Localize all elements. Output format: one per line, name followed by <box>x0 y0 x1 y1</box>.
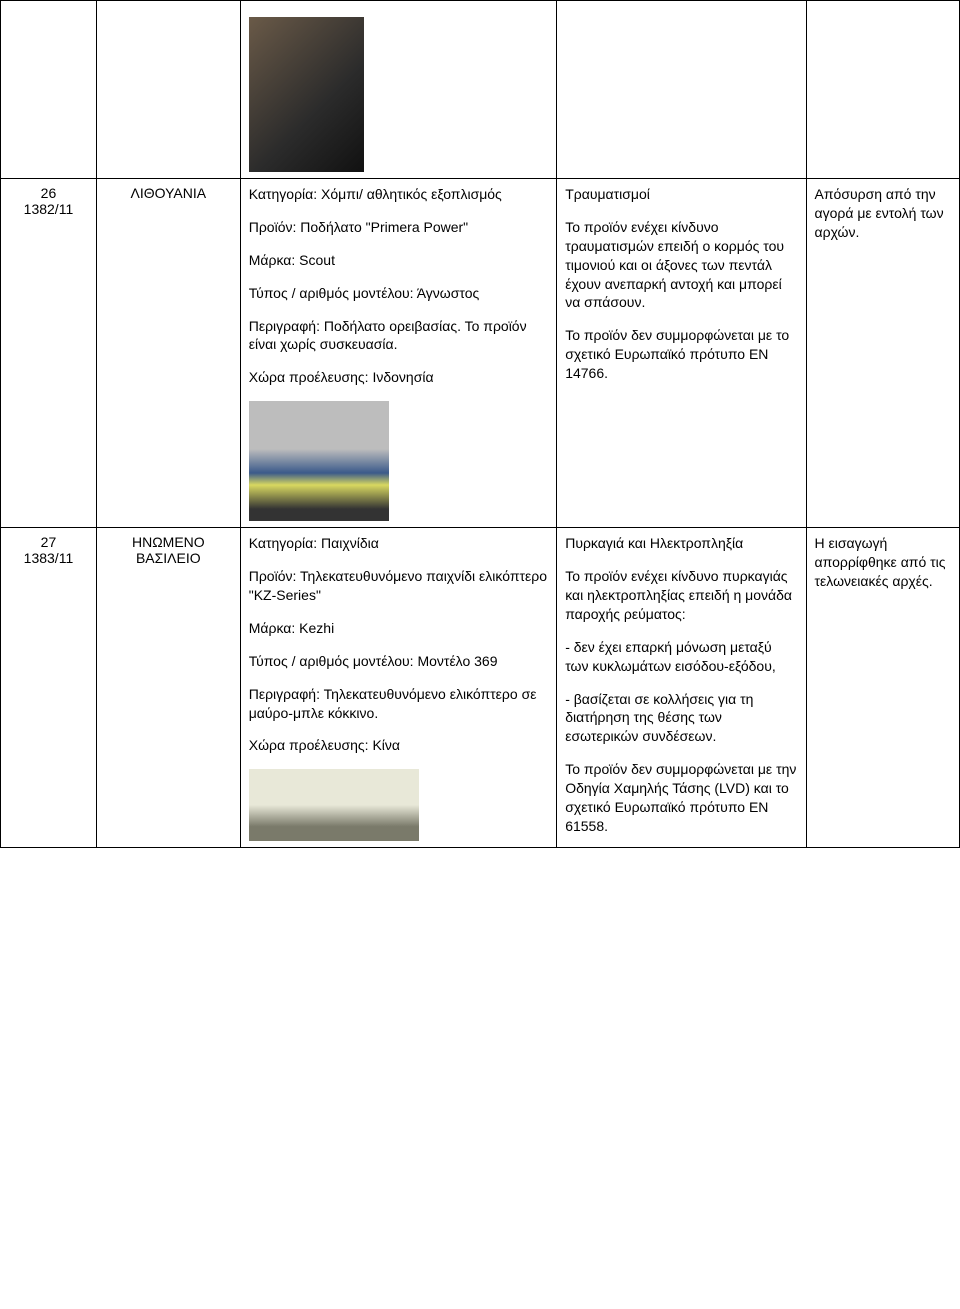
risk-paragraph: Το προϊόν ενέχει κίνδυνο πυρκαγιάς και η… <box>565 567 797 624</box>
country-name: ΗΝΩΜΕΝΟ ΒΑΣΙΛΕΙΟ <box>105 534 232 566</box>
id-number: 26 <box>9 185 88 201</box>
cell-id: 261382/11 <box>1 179 97 528</box>
risk-paragraph: Το προϊόν ενέχει κίνδυνο τραυματισμών επ… <box>565 218 797 312</box>
measure-paragraph: Απόσυρση από την αγορά με εντολή των αρχ… <box>815 185 951 242</box>
description-paragraph: Τύπος / αριθμός μοντέλου: Άγνωστος <box>249 284 548 303</box>
risk-paragraph: - βασίζεται σε κολλήσεις για τη διατήρησ… <box>565 690 797 747</box>
description-paragraph: Χώρα προέλευσης: Ινδονησία <box>249 368 548 387</box>
description-paragraph: Μάρκα: Kezhi <box>249 619 548 638</box>
description-paragraph: Μάρκα: Scout <box>249 251 548 270</box>
cell-description <box>240 1 556 179</box>
cell-country <box>96 1 240 179</box>
cell-measure: Απόσυρση από την αγορά με εντολή των αρχ… <box>806 179 959 528</box>
description-paragraph: Κατηγορία: Παιχνίδια <box>249 534 548 553</box>
risk-paragraph: Το προϊόν δεν συμμορφώνεται με το σχετικ… <box>565 326 797 383</box>
id-number: 27 <box>9 534 88 550</box>
description-paragraph: Περιγραφή: Ποδήλατο ορειβασίας. Το προϊό… <box>249 317 548 355</box>
description-paragraph: Κατηγορία: Χόμπι/ αθλητικός εξοπλισμός <box>249 185 548 204</box>
cell-id: 271383/11 <box>1 528 97 848</box>
description-paragraph: Τύπος / αριθμός μοντέλου: Μοντέλο 369 <box>249 652 548 671</box>
description-paragraph: Χώρα προέλευσης: Κίνα <box>249 736 548 755</box>
country-name: ΛΙΘΟΥΑΝΙΑ <box>105 185 232 201</box>
product-image <box>249 769 419 841</box>
table-row: 261382/11 ΛΙΘΟΥΑΝΙΑ Κατηγορία: Χόμπι/ αθλη… <box>1 179 960 528</box>
measure-paragraph: Η εισαγωγή απορρίφθηκε από τις τελωνειακ… <box>815 534 951 591</box>
product-image <box>249 17 364 172</box>
cell-country: ΛΙΘΟΥΑΝΙΑ <box>96 179 240 528</box>
table-row: 271383/11ΗΝΩΜΕΝΟ ΒΑΣΙΛΕΙΟΚατηγορία: Παιχ… <box>1 528 960 848</box>
description-paragraph: Προϊόν: Τηλεκατευθυνόμενο παιχνίδι ελικό… <box>249 567 548 605</box>
table-row <box>1 1 960 179</box>
product-image <box>249 401 389 521</box>
rapex-table: 261382/11 ΛΙΘΟΥΑΝΙΑ Κατηγορία: Χόμπι/ αθλη… <box>0 0 960 848</box>
cell-description: Κατηγορία: Παιχνίδια Προϊόν: Τηλεκατευθυν… <box>240 528 556 848</box>
cell-risk: Πυρκαγιά και Ηλεκτροπληξία Το προϊόν ενέχ… <box>557 528 806 848</box>
cell-risk: Τραυματισμοί Το προϊόν ενέχει κίνδυνο τρα… <box>557 179 806 528</box>
description-paragraph: Περιγραφή: Τηλεκατευθυνόμενο ελικόπτερο … <box>249 685 548 723</box>
risk-paragraph: Το προϊόν δεν συμμορφώνεται με την Οδηγί… <box>565 760 797 836</box>
cell-measure <box>806 1 959 179</box>
cell-id <box>1 1 97 179</box>
risk-paragraph: Πυρκαγιά και Ηλεκτροπληξία <box>565 534 797 553</box>
description-paragraph: Προϊόν: Ποδήλατο "Primera Power" <box>249 218 548 237</box>
risk-paragraph: Τραυματισμοί <box>565 185 797 204</box>
cell-country: ΗΝΩΜΕΝΟ ΒΑΣΙΛΕΙΟ <box>96 528 240 848</box>
cell-risk <box>557 1 806 179</box>
cell-measure: Η εισαγωγή απορρίφθηκε από τις τελωνειακ… <box>806 528 959 848</box>
cell-description: Κατηγορία: Χόμπι/ αθλητικός εξοπλισμός Πρ… <box>240 179 556 528</box>
notification-ref: 1383/11 <box>9 550 88 566</box>
notification-ref: 1382/11 <box>9 201 88 217</box>
risk-paragraph: - δεν έχει επαρκή μόνωση μεταξύ των κυκλ… <box>565 638 797 676</box>
